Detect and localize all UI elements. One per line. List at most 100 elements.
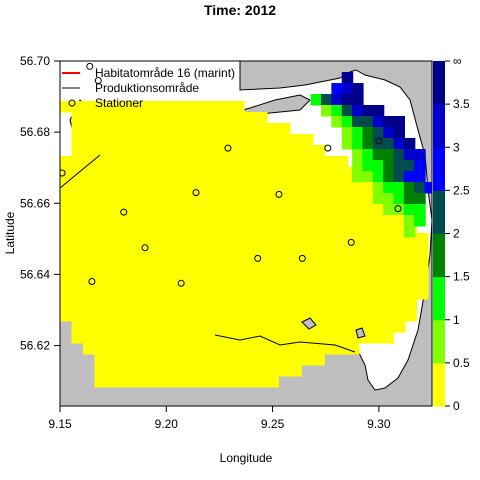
stations-layer (60, 62, 402, 287)
heatmap-cell (117, 310, 130, 322)
heatmap-cell (106, 101, 118, 113)
colorbar-bin (433, 61, 445, 105)
heatmap-cell (83, 167, 95, 179)
heatmap-cell (301, 134, 314, 146)
heatmap-cell (324, 167, 337, 179)
heatmap-cell (83, 123, 95, 135)
heatmap-cell (198, 211, 210, 223)
heatmap-cell (331, 94, 343, 106)
heatmap-cell (175, 200, 187, 212)
heatmap-cell (221, 255, 233, 267)
heatmap-cell (255, 156, 268, 168)
heatmap-cell (232, 321, 245, 333)
heatmap-cell (94, 310, 107, 322)
heatmap-cell (129, 189, 141, 201)
heatmap-cell (393, 215, 405, 227)
heatmap-cell (163, 244, 176, 256)
heatmap-cell (324, 233, 337, 245)
heatmap-cell (186, 332, 199, 344)
heatmap-cell (313, 200, 325, 212)
heatmap-cell (129, 266, 141, 278)
heatmap-cell (255, 189, 268, 201)
heatmap-cell (209, 343, 222, 355)
heatmap-cell (393, 288, 406, 300)
heatmap-cell (186, 255, 199, 267)
heatmap-cell (83, 343, 95, 355)
heatmap-cell (71, 332, 84, 344)
heatmap-cell (347, 288, 360, 300)
heatmap-cell (359, 266, 371, 278)
heatmap-cell (313, 167, 325, 179)
heatmap-cell (255, 222, 268, 234)
heatmap-cell (370, 310, 383, 322)
heatmap-cell (232, 233, 245, 245)
heatmap-cell (117, 156, 130, 168)
heatmap-cell (163, 101, 176, 113)
heatmap-cell (244, 211, 256, 223)
heatmap-cell (198, 354, 210, 366)
south-coast-line (214, 334, 356, 353)
heatmap-cell (221, 288, 233, 300)
heatmap-cell (267, 310, 279, 322)
heatmap-cell (301, 222, 314, 234)
heatmap-cell (129, 332, 141, 344)
heatmap-cell (232, 200, 245, 212)
heatmap-cell (163, 222, 176, 234)
heatmap-cell (198, 222, 210, 234)
heatmap-cell (186, 112, 199, 124)
heatmap-cell (267, 266, 279, 278)
heatmap-cell (198, 365, 210, 377)
heatmap-cell (301, 255, 314, 267)
heatmap-cell (383, 116, 395, 128)
colorbar: 0 0.5 1 1.5 2 2.5 3 3.5 ∞ (433, 54, 470, 413)
colorbar-tick-label: 0 (453, 399, 460, 413)
heatmap-cell (403, 160, 416, 172)
heatmap-cell (209, 365, 222, 377)
heatmap-cell (129, 200, 141, 212)
heatmap-cell (405, 244, 417, 256)
heatmap-cell (60, 299, 72, 311)
heatmap-cell (71, 189, 84, 201)
heatmap-cell (347, 255, 360, 267)
heatmap-cell (175, 288, 187, 300)
production-boundary (60, 154, 101, 189)
heatmap-cell (106, 123, 118, 135)
heatmap-cell (393, 204, 405, 216)
heatmap-cell (403, 193, 416, 205)
heatmap-cell (94, 332, 107, 344)
heatmap-cell (209, 321, 222, 333)
heatmap-cell (267, 277, 279, 289)
heatmap-cell (347, 332, 360, 344)
heatmap-cell (405, 266, 417, 278)
heatmap-cell (347, 222, 360, 234)
heatmap-cell (71, 233, 84, 245)
heatmap-cell (186, 288, 199, 300)
heatmap-cell (163, 365, 176, 377)
heatmap-cell (232, 354, 245, 366)
heatmap-cell (362, 149, 374, 161)
heatmap-cell (209, 134, 222, 146)
heatmap-cell (403, 171, 416, 183)
heatmap-cell (416, 233, 429, 245)
heatmap-cell (313, 145, 325, 157)
heatmap-cell (209, 189, 222, 201)
heatmap-cell (382, 244, 394, 256)
heatmap-cell (313, 156, 325, 168)
heatmap-cell (106, 233, 118, 245)
heatmap-cell (60, 288, 72, 300)
heatmap-cell (414, 193, 426, 205)
heatmap-cell (186, 178, 199, 190)
heatmap-cell (393, 138, 405, 150)
heatmap-cell (94, 266, 107, 278)
heatmap-cell (60, 310, 72, 322)
heatmap-cell (290, 277, 302, 289)
heatmap-cell (372, 204, 385, 216)
heatmap-cell (290, 134, 302, 146)
heatmap-cell (83, 112, 95, 124)
heatmap-cell (255, 288, 268, 300)
heatmap-cell (414, 160, 426, 172)
heatmap-cell (221, 156, 233, 168)
heatmap-cell (393, 255, 406, 267)
heatmap-cell (163, 145, 176, 157)
heatmap-cell (83, 101, 95, 113)
